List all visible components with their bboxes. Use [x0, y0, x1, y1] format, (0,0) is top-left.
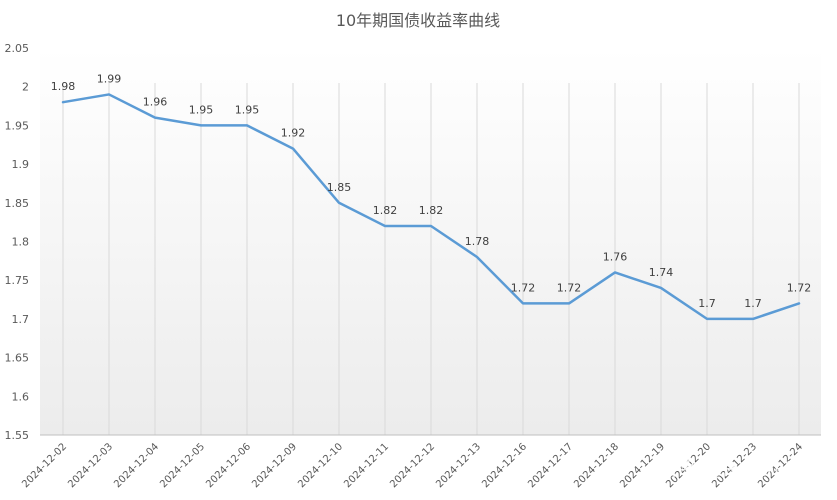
y-axis: 1.55 1.6 1.65 1.7 1.75 1.8 1.85 1.9 1.95 2 2.05	[5, 42, 30, 442]
y-tick-label: 1.9	[12, 158, 30, 171]
data-labels: 1.98 1.99 1.96 1.95 1.95 1.92 1.85 1.82 1.82 1.78…	[51, 72, 812, 309]
y-tick-label: 1.75	[5, 274, 30, 287]
data-label: 1.76	[603, 250, 628, 263]
series-line	[61, 93, 801, 321]
data-label: 1.74	[649, 266, 674, 279]
x-tick-label: 2024-12-06	[204, 441, 253, 490]
y-tick-label: 2.05	[5, 42, 30, 55]
x-tick-label: 2024-12-18	[572, 441, 621, 490]
y-tick-label: 1.8	[12, 236, 30, 249]
data-label: 1.95	[235, 103, 260, 116]
x-tick-label: 2024-12-12	[388, 441, 437, 490]
y-tick-label: 1.6	[12, 390, 30, 403]
data-label: 1.95	[189, 103, 214, 116]
data-label: 1.92	[281, 127, 306, 140]
data-label: 1.85	[327, 181, 352, 194]
data-label: 1.99	[97, 72, 122, 85]
y-tick-label: 1.65	[5, 352, 30, 365]
data-label: 1.96	[143, 96, 168, 109]
x-tick-label: 2024-12-10	[296, 441, 345, 490]
y-tick-label: 1.95	[5, 119, 30, 132]
data-label: 1.72	[557, 281, 582, 294]
x-tick-label: 2024-12-13	[434, 441, 483, 490]
data-label: 1.72	[787, 281, 812, 294]
x-tick-label: 2024-12-04	[112, 441, 161, 490]
x-tick-label: 2024-12-11	[342, 441, 391, 490]
watermark: 知乎 @Robin Ma	[657, 457, 815, 481]
x-tick-label: 2024-12-09	[250, 441, 299, 490]
y-tick-label: 1.55	[5, 429, 30, 442]
data-label: 1.82	[419, 204, 444, 217]
data-label: 1.98	[51, 80, 76, 93]
y-tick-label: 1.85	[5, 197, 30, 210]
series-line-group	[61, 93, 801, 321]
data-label: 1.7	[744, 297, 762, 310]
data-label: 1.82	[373, 204, 398, 217]
x-tick-label: 2024-12-03	[66, 441, 115, 490]
gridlines	[40, 83, 821, 436]
y-tick-label: 2	[22, 81, 29, 94]
data-label: 1.72	[511, 281, 536, 294]
x-tick-label: 2024-12-16	[480, 441, 529, 490]
x-tick-label: 2024-12-02	[20, 441, 69, 490]
data-label: 1.78	[465, 235, 490, 248]
chart-title: 10年期国债收益率曲线	[336, 11, 500, 30]
data-label: 1.7	[698, 297, 716, 310]
x-tick-label: 2024-12-17	[526, 441, 575, 490]
y-tick-label: 1.7	[12, 313, 30, 326]
x-tick-label: 2024-12-05	[158, 441, 207, 490]
